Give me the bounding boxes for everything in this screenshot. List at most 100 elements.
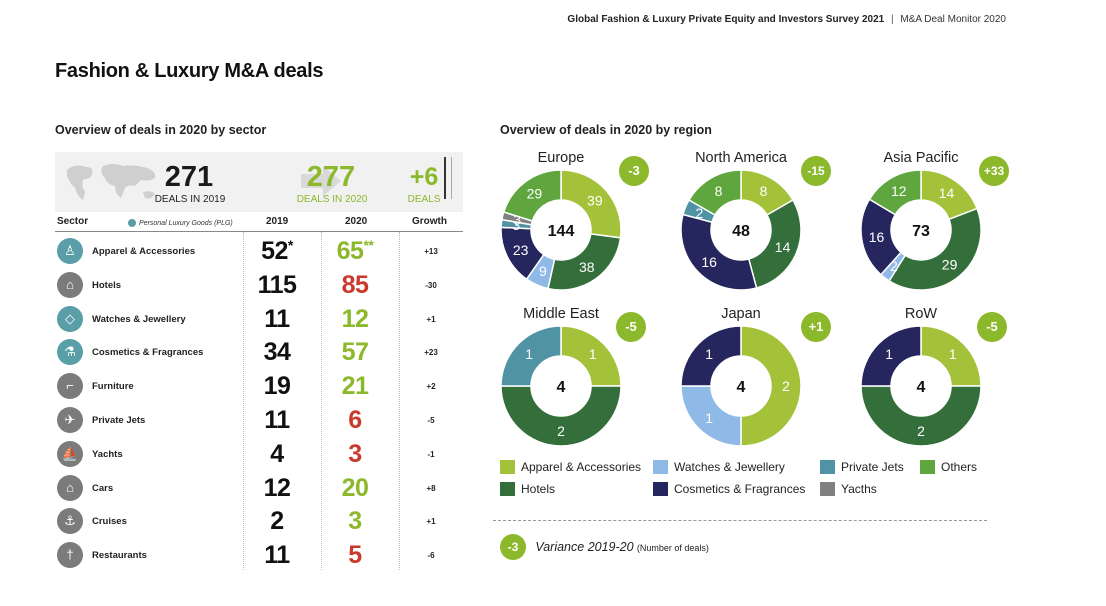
column-divider — [321, 232, 322, 570]
sector-label: Cosmetics & Fragrances — [92, 347, 204, 359]
slice-label: 2 — [557, 423, 565, 439]
donut-slice-0-6 — [502, 169, 562, 222]
world-map-icon — [67, 164, 156, 200]
deals-summary: 271 DEALS IN 2019 277 DEALS IN 2020 +6 D… — [55, 152, 463, 212]
slice-label: 39 — [587, 192, 603, 208]
region-variance-badge: -5 — [616, 312, 646, 342]
slice-label: 29 — [942, 257, 958, 273]
slice-label: 9 — [539, 263, 547, 279]
value-2020: 57 — [323, 338, 387, 367]
page-title: Fashion & Luxury M&A deals — [55, 60, 324, 82]
table-row: ⛵ Yachts 4 3 -1 — [55, 440, 463, 470]
donut-slice-5-1 — [860, 385, 982, 447]
deals-variance: +6 — [409, 163, 439, 191]
plg-dot — [128, 219, 136, 227]
value-2020: 5 — [323, 541, 387, 570]
donut-slice-3-1 — [500, 385, 622, 447]
slice-label: 1 — [885, 346, 893, 362]
sector-label: Cars — [92, 482, 114, 494]
ship-icon: ⚓ — [57, 508, 83, 535]
plg-legend: Personal Luxury Goods (PLG) — [128, 219, 233, 227]
slice-label: 38 — [579, 259, 595, 275]
value-2020: 21 — [323, 372, 387, 401]
value-2019: 11 — [245, 305, 309, 334]
col-header-2020: 2020 — [345, 216, 368, 227]
growth-value: +1 — [426, 517, 436, 527]
monitor-title: M&A Deal Monitor 2020 — [900, 14, 1006, 25]
value-2020: 65** — [323, 237, 387, 266]
arrow-right-icon — [301, 166, 341, 196]
value-2019: 34 — [245, 338, 309, 367]
growth-value: -30 — [425, 280, 437, 290]
region-title: RoW — [904, 306, 938, 322]
value-2020-number: 65 — [336, 237, 364, 265]
slice-label: 1 — [705, 346, 713, 362]
flask-icon: ⚗ — [57, 339, 83, 366]
deals-2020-count: 277 — [306, 161, 356, 193]
legend-item: Private Jets — [820, 460, 904, 474]
value-2019-number: 11 — [264, 541, 290, 570]
value-2019-number: 19 — [263, 372, 291, 401]
slice-label: 8 — [715, 183, 723, 199]
table-row: † Restaurants 11 5 -6 — [55, 541, 463, 571]
sector-label: Furniture — [92, 381, 134, 393]
value-2020-number: 85 — [341, 270, 369, 299]
col-header-growth: Growth — [412, 216, 447, 227]
deals-2020-label: DEALS IN 2020 — [296, 194, 368, 205]
slice-label: 2 — [696, 205, 704, 221]
legend-swatch — [820, 460, 835, 474]
value-2019-number: 52 — [261, 237, 288, 265]
value-2019-number: 34 — [263, 338, 291, 367]
growth-value: +13 — [424, 247, 438, 256]
legend-swatch — [653, 482, 668, 496]
region-variance-badge: +33 — [979, 156, 1009, 186]
sector-section-title: Overview of deals in 2020 by sector — [55, 123, 267, 137]
legend-label: Watches & Jewellery — [674, 460, 785, 474]
summary-divider — [451, 157, 452, 199]
legend-swatch — [920, 460, 935, 474]
diamond-icon: ◇ — [57, 305, 83, 332]
donut-slice-5-3 — [860, 325, 922, 387]
donut-slice-1-6 — [688, 169, 742, 217]
slice-label: 23 — [513, 242, 529, 258]
growth-value: -5 — [427, 416, 435, 425]
table-row: ⌂ Cars 12 20 +8 — [55, 474, 463, 504]
value-2020-mark: ** — [363, 237, 374, 253]
plane-icon: ✈ — [57, 407, 83, 433]
column-divider — [399, 232, 400, 570]
slice-label: 16 — [701, 254, 717, 270]
value-2019-number: 4 — [270, 439, 284, 468]
hotel-icon: ⌂ — [57, 271, 83, 298]
slice-label: 8 — [760, 183, 768, 199]
donut-total: 73 — [912, 223, 930, 240]
deals-2019-label: DEALS IN 2019 — [154, 194, 226, 205]
value-2020: 12 — [323, 305, 387, 334]
value-2019: 52* — [245, 237, 309, 266]
cutlery-icon: † — [57, 542, 83, 569]
value-2019-number: 11 — [264, 406, 290, 434]
growth-value: +23 — [424, 348, 438, 358]
legend-label: Hotels — [521, 482, 556, 496]
legend-label: Others — [941, 460, 978, 474]
legend-label: Cosmetics & Fragrances — [674, 482, 806, 496]
value-2020-number: 5 — [348, 541, 362, 570]
variance-badge: -3 — [500, 534, 526, 560]
slice-label: 3 — [513, 211, 521, 227]
value-2020-number: 3 — [348, 439, 362, 468]
region-title: Europe — [537, 150, 585, 166]
donut-slice-1-3 — [680, 213, 758, 291]
legend-label: Apparel & Accessories — [521, 460, 642, 474]
legend-item: Apparel & Accessories — [500, 460, 641, 474]
region-title: Japan — [721, 306, 761, 322]
variance-label: Variance 2019-20 — [535, 540, 634, 554]
donut-slice-2-1 — [888, 207, 982, 291]
value-2019-number: 2 — [270, 507, 284, 536]
table-row: ⌂ Hotels 115 85 -30 — [55, 271, 463, 301]
value-2020: 85 — [323, 271, 387, 300]
growth-value: -6 — [427, 551, 435, 561]
deals-variance-label: DEALS — [407, 194, 441, 205]
col-header-sector: Sector — [57, 216, 89, 227]
shirt-icon: ♙ — [57, 238, 83, 264]
sector-label: Private Jets — [92, 415, 146, 426]
report-header: Global Fashion & Luxury Private Equity a… — [567, 14, 1006, 25]
